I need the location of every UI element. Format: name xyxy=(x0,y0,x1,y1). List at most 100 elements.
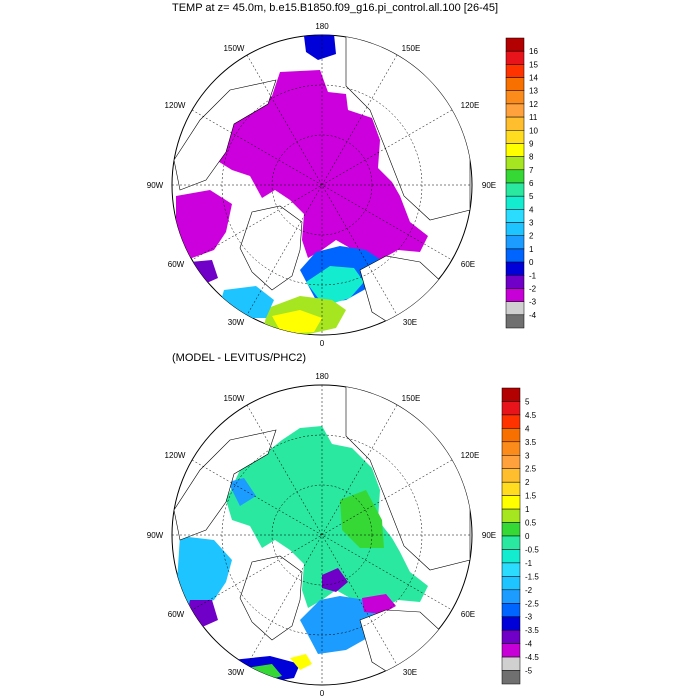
bottom-colorbar-swatch xyxy=(501,549,521,564)
bottom-barents-purple xyxy=(362,594,396,614)
top-colorbar-tick-label: 7 xyxy=(529,166,534,175)
bottom-lon-label-150e: 150E xyxy=(402,394,421,403)
top-colorbar-tick-label: 11 xyxy=(529,113,538,122)
top-colorbar-swatch xyxy=(505,314,525,329)
bottom-greenland-land xyxy=(239,555,303,641)
bottom-colorbar-tick-label: 0 xyxy=(525,532,530,541)
bottom-eurasian-green xyxy=(340,490,384,548)
bottom-colorbar-swatch xyxy=(501,495,521,510)
top-colorbar-tick-label: 2 xyxy=(529,232,534,241)
bottom-colorbar-tick-label: 2.5 xyxy=(525,465,537,474)
top-colorbar-tick-label: 0 xyxy=(529,258,534,267)
top-nordic-yellow xyxy=(272,310,322,334)
bottom-colorbar-tick-label: 3 xyxy=(525,451,530,460)
bottom-lon-label-90w: 90W xyxy=(147,531,164,540)
top-colorbar-tick-label: -3 xyxy=(529,298,537,307)
top-lon-label-60e: 60E xyxy=(461,260,475,269)
bottom-colorbar-swatch xyxy=(501,455,521,469)
top-colorbar-tick-label: 13 xyxy=(529,87,538,96)
top-greenland-land xyxy=(239,205,303,291)
bottom-colorbar-swatch xyxy=(501,428,521,443)
top-colorbar-tick-label: 3 xyxy=(529,219,534,228)
bottom-colorbar-swatch xyxy=(501,562,521,577)
bottom-colorbar-swatch xyxy=(501,522,521,537)
top-colorbar-tick-label: -4 xyxy=(529,311,537,320)
bottom-colorbar-tick-label: -2 xyxy=(525,586,533,595)
bottom-colorbar-tick-label: 0.5 xyxy=(525,519,537,528)
top-colorbar-swatch xyxy=(505,169,525,184)
bottom-colorbar-tick-label: 2 xyxy=(525,478,530,487)
top-colorbar-tick-label: 9 xyxy=(529,139,534,148)
top-colorbar-tick-label: 15 xyxy=(529,60,538,69)
bottom-colorbar-tick-label: -2.5 xyxy=(525,599,539,608)
bottom-colorbar-swatch xyxy=(501,589,521,604)
bottom-colorbar-swatch xyxy=(501,656,521,671)
top-colorbar-tick-label: 16 xyxy=(529,47,538,56)
top-lon-label-120w: 120W xyxy=(165,101,186,110)
bottom-colorbar-tick-label: -3.5 xyxy=(525,626,539,635)
bottom-lon-label-30w: 30W xyxy=(228,668,245,677)
top-bering-ocean-field xyxy=(304,35,336,60)
top-colorbar-swatch xyxy=(505,156,525,171)
top-colorbar-swatch xyxy=(505,103,525,118)
bottom-colorbar-tick-label: 4.5 xyxy=(525,411,537,420)
bottom-colorbar-swatch xyxy=(501,629,521,644)
top-colorbar-swatch xyxy=(505,116,525,131)
bottom-lon-label-90e: 90E xyxy=(482,531,496,540)
top-colorbar-tick-label: 4 xyxy=(529,205,534,214)
bottom-colorbar-swatch xyxy=(501,401,521,416)
top-lon-label-120e: 120E xyxy=(461,101,480,110)
bottom-colorbar-swatch xyxy=(501,643,521,658)
top-lon-label-90w: 90W xyxy=(147,181,164,190)
top-colorbar-swatch xyxy=(505,222,525,236)
top-graticule xyxy=(172,35,472,335)
bottom-lon-label-180: 180 xyxy=(315,372,329,381)
bottom-arctic-anomaly-field xyxy=(226,426,428,610)
top-map-title: TEMP at z= 45.0m, b.e15.B1850.f09_g16.pi… xyxy=(172,2,499,14)
top-colorbar-swatch xyxy=(505,143,525,157)
bottom-colorbar-tick-label: 1.5 xyxy=(525,492,537,501)
bottom-nordic-eddy-purple xyxy=(322,568,348,592)
top-colorbar-swatch xyxy=(505,77,525,91)
bottom-graticule xyxy=(172,385,472,685)
top-colorbar-swatch xyxy=(505,261,525,276)
top-colorbar-tick-label: 1 xyxy=(529,245,534,254)
top-baffin-ocean-field xyxy=(176,190,232,258)
bottom-baffin-blue xyxy=(176,536,232,608)
bottom-polar-map: 180 150W 150E 120W 120E 90W 90E 60W 60E … xyxy=(147,372,496,698)
top-colorbar-tick-label: -1 xyxy=(529,271,537,280)
bottom-colorbar-swatch xyxy=(501,535,521,550)
top-lon-label-150e: 150E xyxy=(402,44,421,53)
top-colorbar-swatch xyxy=(505,275,525,289)
bottom-colorbar-tick-label: 1 xyxy=(525,505,530,514)
bottom-colorbar-tick-label: -4 xyxy=(525,640,533,649)
bottom-lon-label-150w: 150W xyxy=(224,394,245,403)
bottom-colorbar: 5 4.5 4 3.5 3 2.5 2 1.5 1 0.5 0 -0.5 -1 -1.5 -2 -2.5 -3 -… xyxy=(501,387,539,685)
top-lon-label-30w: 30W xyxy=(228,318,245,327)
bottom-colorbar-tick-label: -1 xyxy=(525,559,533,568)
bottom-colorbar-swatch xyxy=(501,670,521,685)
top-lon-label-180: 180 xyxy=(315,22,329,31)
top-colorbar-tick-label: 6 xyxy=(529,179,534,188)
bottom-colorbar-swatch xyxy=(501,616,521,631)
top-colorbar-swatch xyxy=(505,248,525,263)
bottom-gulf-yellow xyxy=(290,654,312,670)
top-colorbar-swatch xyxy=(505,50,525,65)
bottom-colorbar-swatch xyxy=(501,603,521,617)
top-colorbar-swatch xyxy=(505,209,525,223)
top-colorbar-swatch xyxy=(505,301,525,316)
bottom-lon-label-60w: 60W xyxy=(168,610,185,619)
bottom-colorbar-swatch xyxy=(501,441,521,456)
bottom-nordic-blue xyxy=(300,596,384,654)
top-colorbar-swatch xyxy=(505,130,525,144)
bottom-colorbar-tick-label: 3.5 xyxy=(525,438,537,447)
bottom-lon-label-30e: 30E xyxy=(403,668,417,677)
top-lon-label-90e: 90E xyxy=(482,181,496,190)
top-nordic-cyan xyxy=(306,266,364,306)
top-colorbar-tick-label: 8 xyxy=(529,153,534,162)
bottom-colorbar-tick-label: 5 xyxy=(525,397,530,406)
bottom-colorbar-swatch xyxy=(501,414,521,429)
bottom-lon-label-120e: 120E xyxy=(461,451,480,460)
